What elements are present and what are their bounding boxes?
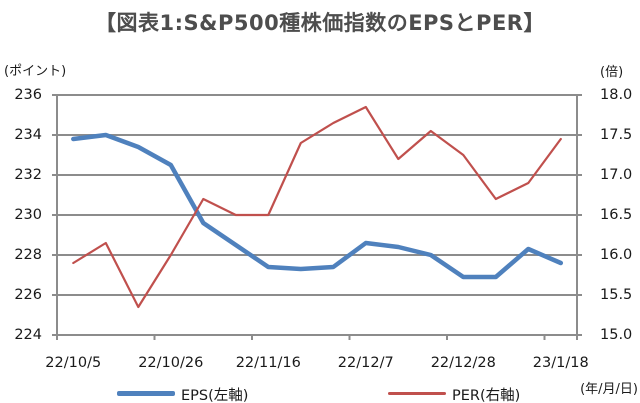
per-line xyxy=(72,105,562,309)
chart-title: 【図表1:S&P500種株価指数のEPSとPER】 xyxy=(95,11,545,35)
right-axis-tick-label: 17.5 xyxy=(600,127,633,143)
left-axis-tick-label: 232 xyxy=(14,167,42,183)
x-axis-tick-label: 22/11/16 xyxy=(235,355,301,371)
right-axis-unit-label: (倍) xyxy=(600,65,624,80)
x-axis-tick-label: 22/12/7 xyxy=(337,355,394,371)
right-axis-tick-label: 16.5 xyxy=(600,207,633,223)
eps-legend-label: EPS(左軸) xyxy=(181,388,249,403)
eps-legend-swatch xyxy=(117,391,175,396)
right-axis-tick-label: 16.0 xyxy=(600,247,633,263)
right-axis-tick-label: 17.0 xyxy=(600,167,633,183)
x-axis-tick-label: 22/10/5 xyxy=(45,355,102,371)
left-axis-tick-label: 230 xyxy=(14,207,42,223)
left-axis-tick-label: 228 xyxy=(14,247,42,263)
per-legend-label: PER(右軸) xyxy=(452,388,521,403)
right-axis-tick-label: 15.5 xyxy=(600,287,633,303)
left-axis-tick-label: 236 xyxy=(14,87,42,103)
left-axis-tick-label: 226 xyxy=(14,287,42,303)
right-axis-tick-label: 15.0 xyxy=(600,327,633,343)
left-axis-tick-label: 224 xyxy=(14,327,42,343)
per-legend-swatch xyxy=(388,392,446,395)
x-axis-unit-label: (年/月/日) xyxy=(580,382,638,397)
x-axis-tick-label: 22/10/26 xyxy=(138,355,204,371)
left-axis-unit-label: (ポイント) xyxy=(4,64,67,79)
eps-line xyxy=(71,132,564,280)
left-axis-tick-label: 234 xyxy=(14,127,42,143)
x-axis-tick-label: 22/12/28 xyxy=(430,355,496,371)
right-axis-tick-label: 18.0 xyxy=(600,87,633,103)
x-axis-tick-label: 23/1/18 xyxy=(532,355,589,371)
